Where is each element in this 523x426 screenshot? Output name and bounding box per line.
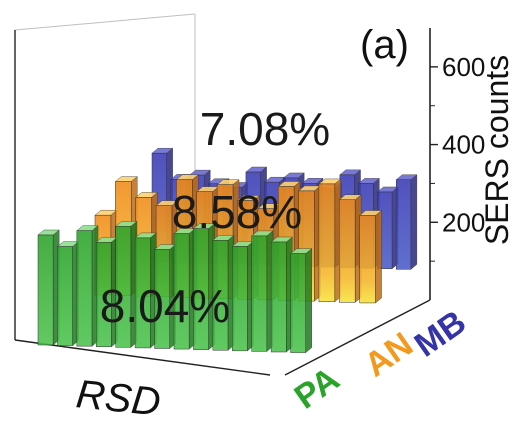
bar-front-face: [193, 228, 209, 350]
bar-mb: [395, 174, 418, 270]
bar-pa: [231, 240, 254, 352]
x-axis-label: RSD: [74, 372, 163, 421]
z-tick-label: 200: [442, 207, 485, 237]
bar-front-face: [154, 249, 170, 349]
bar-side-face: [375, 210, 382, 304]
rsd-label-an: 8.58%: [172, 186, 302, 238]
bar-front-face: [212, 239, 229, 351]
bar-front-face: [76, 230, 93, 347]
bar-front-face: [173, 233, 190, 350]
bar-pa: [270, 236, 293, 353]
bar-front-face: [290, 253, 306, 353]
bar-front-face: [96, 241, 112, 347]
bar-front-face: [359, 215, 376, 304]
bars-layer: [37, 147, 418, 354]
z-tick-label: 400: [442, 130, 485, 160]
bar-front-face: [318, 183, 336, 302]
rsd-labels: 7.08% 8.58% 8.04%: [100, 103, 330, 332]
z-tick-label: 600: [442, 52, 485, 82]
bar-front-face: [251, 235, 268, 352]
axis-frame: [14, 13, 431, 376]
z-axis-label: SERS counts: [479, 55, 515, 245]
bar-an: [318, 178, 342, 303]
bar-pa: [290, 248, 313, 354]
bar-an: [338, 194, 362, 303]
bar-front-face: [37, 234, 54, 346]
rsd-label-pa: 8.04%: [100, 280, 230, 332]
bar-side-face: [305, 248, 312, 354]
bar-front-face: [232, 246, 248, 352]
bar-front-face: [395, 179, 412, 270]
bar-pa: [56, 241, 80, 347]
floor-left-edge: [14, 339, 271, 376]
series-pa-bars: [37, 220, 313, 354]
bar-front-face: [339, 199, 356, 303]
bar-pa: [37, 229, 60, 346]
bar-pa: [251, 230, 274, 352]
bar-side-face: [410, 174, 418, 270]
z-axis: 200 400 600: [430, 52, 485, 262]
floor-right-edge: [284, 299, 431, 376]
back-top-edge: [14, 13, 196, 31]
panel-label: (a): [360, 23, 409, 67]
bar-pa: [76, 225, 99, 347]
bar-front-face: [134, 237, 151, 349]
bar-front-face: [270, 241, 287, 353]
bar-an: [359, 210, 383, 304]
rsd-label-mb: 7.08%: [200, 103, 330, 155]
bar-front-face: [57, 246, 73, 346]
bar-front-face: [115, 226, 132, 348]
